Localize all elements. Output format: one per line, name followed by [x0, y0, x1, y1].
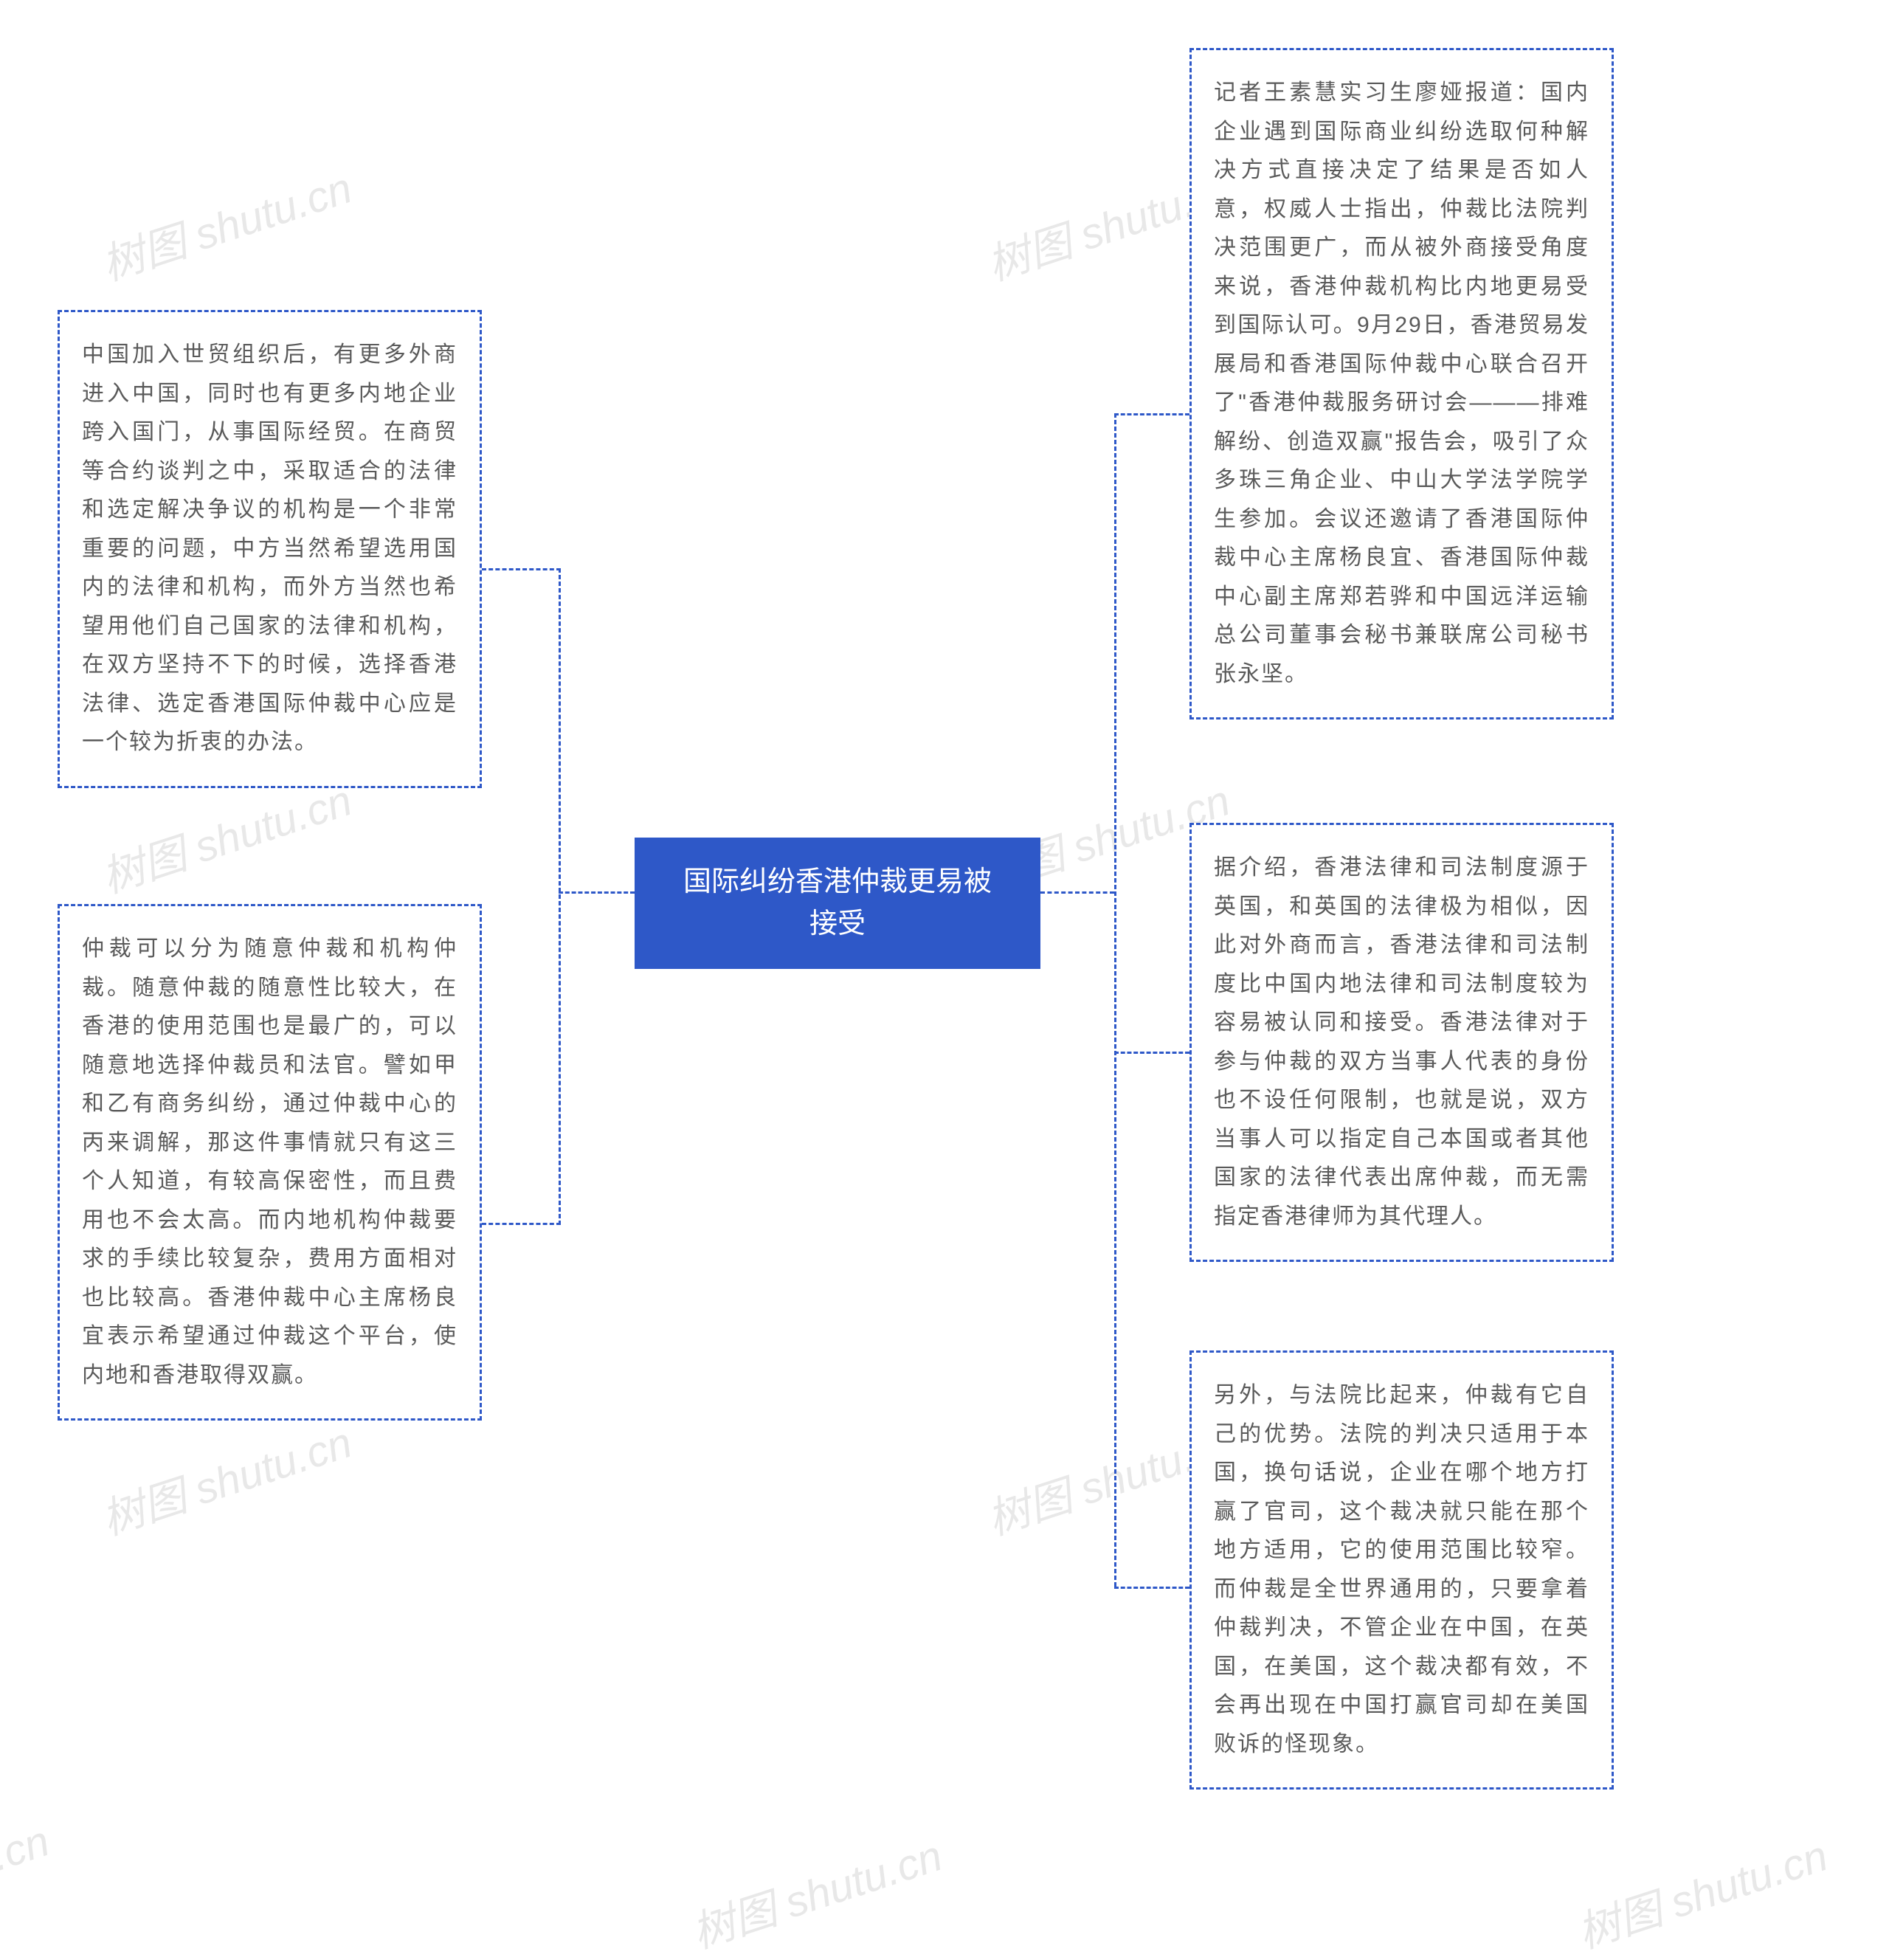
- watermark: 树图 shutu.cn: [93, 1408, 359, 1547]
- connector-line: [1114, 413, 1189, 415]
- watermark: 树图 shutu.cn: [683, 1821, 949, 1960]
- node-text: 另外，与法院比起来，仲裁有它自己的优势。法院的判决只适用于本国，换句话说，企业在…: [1214, 1383, 1589, 1756]
- connector-line: [559, 891, 635, 894]
- central-topic: 国际纠纷香港仲裁更易被 接受: [635, 838, 1040, 969]
- watermark: 树图 shutu.cn: [0, 1807, 56, 1945]
- connector-line: [482, 1223, 561, 1225]
- node-text: 仲裁可以分为随意仲裁和机构仲裁。随意仲裁的随意性比较大，在香港的使用范围也是最广…: [82, 936, 457, 1387]
- watermark: 树图 shutu.cn: [93, 153, 359, 292]
- left-node-1: 中国加入世贸组织后，有更多外商进入中国，同时也有更多内地企业跨入国门，从事国际经…: [58, 310, 482, 788]
- node-text: 记者王素慧实习生廖娅报道：国内企业遇到国际商业纠纷选取何种解决方式直接决定了结果…: [1214, 80, 1589, 686]
- left-node-2: 仲裁可以分为随意仲裁和机构仲裁。随意仲裁的随意性比较大，在香港的使用范围也是最广…: [58, 904, 482, 1421]
- right-node-3: 另外，与法院比起来，仲裁有它自己的优势。法院的判决只适用于本国，换句话说，企业在…: [1189, 1350, 1614, 1790]
- connector-line: [482, 568, 561, 570]
- connector-line: [1040, 891, 1114, 894]
- watermark: 树图 shutu.cn: [1569, 1821, 1834, 1960]
- connector-line: [1114, 413, 1116, 1587]
- node-text: 据介绍，香港法律和司法制度源于英国，和英国的法律极为相似，因此对外商而言，香港法…: [1214, 855, 1589, 1229]
- connector-line: [1114, 1052, 1189, 1054]
- central-title-line2: 接受: [809, 908, 866, 939]
- connector-line: [559, 568, 561, 1225]
- connector-line: [1114, 1587, 1189, 1589]
- right-node-1: 记者王素慧实习生廖娅报道：国内企业遇到国际商业纠纷选取何种解决方式直接决定了结果…: [1189, 48, 1614, 720]
- central-title-line1: 国际纠纷香港仲裁更易被: [683, 866, 992, 897]
- node-text: 中国加入世贸组织后，有更多外商进入中国，同时也有更多内地企业跨入国门，从事国际经…: [82, 342, 457, 754]
- right-node-2: 据介绍，香港法律和司法制度源于英国，和英国的法律极为相似，因此对外商而言，香港法…: [1189, 823, 1614, 1262]
